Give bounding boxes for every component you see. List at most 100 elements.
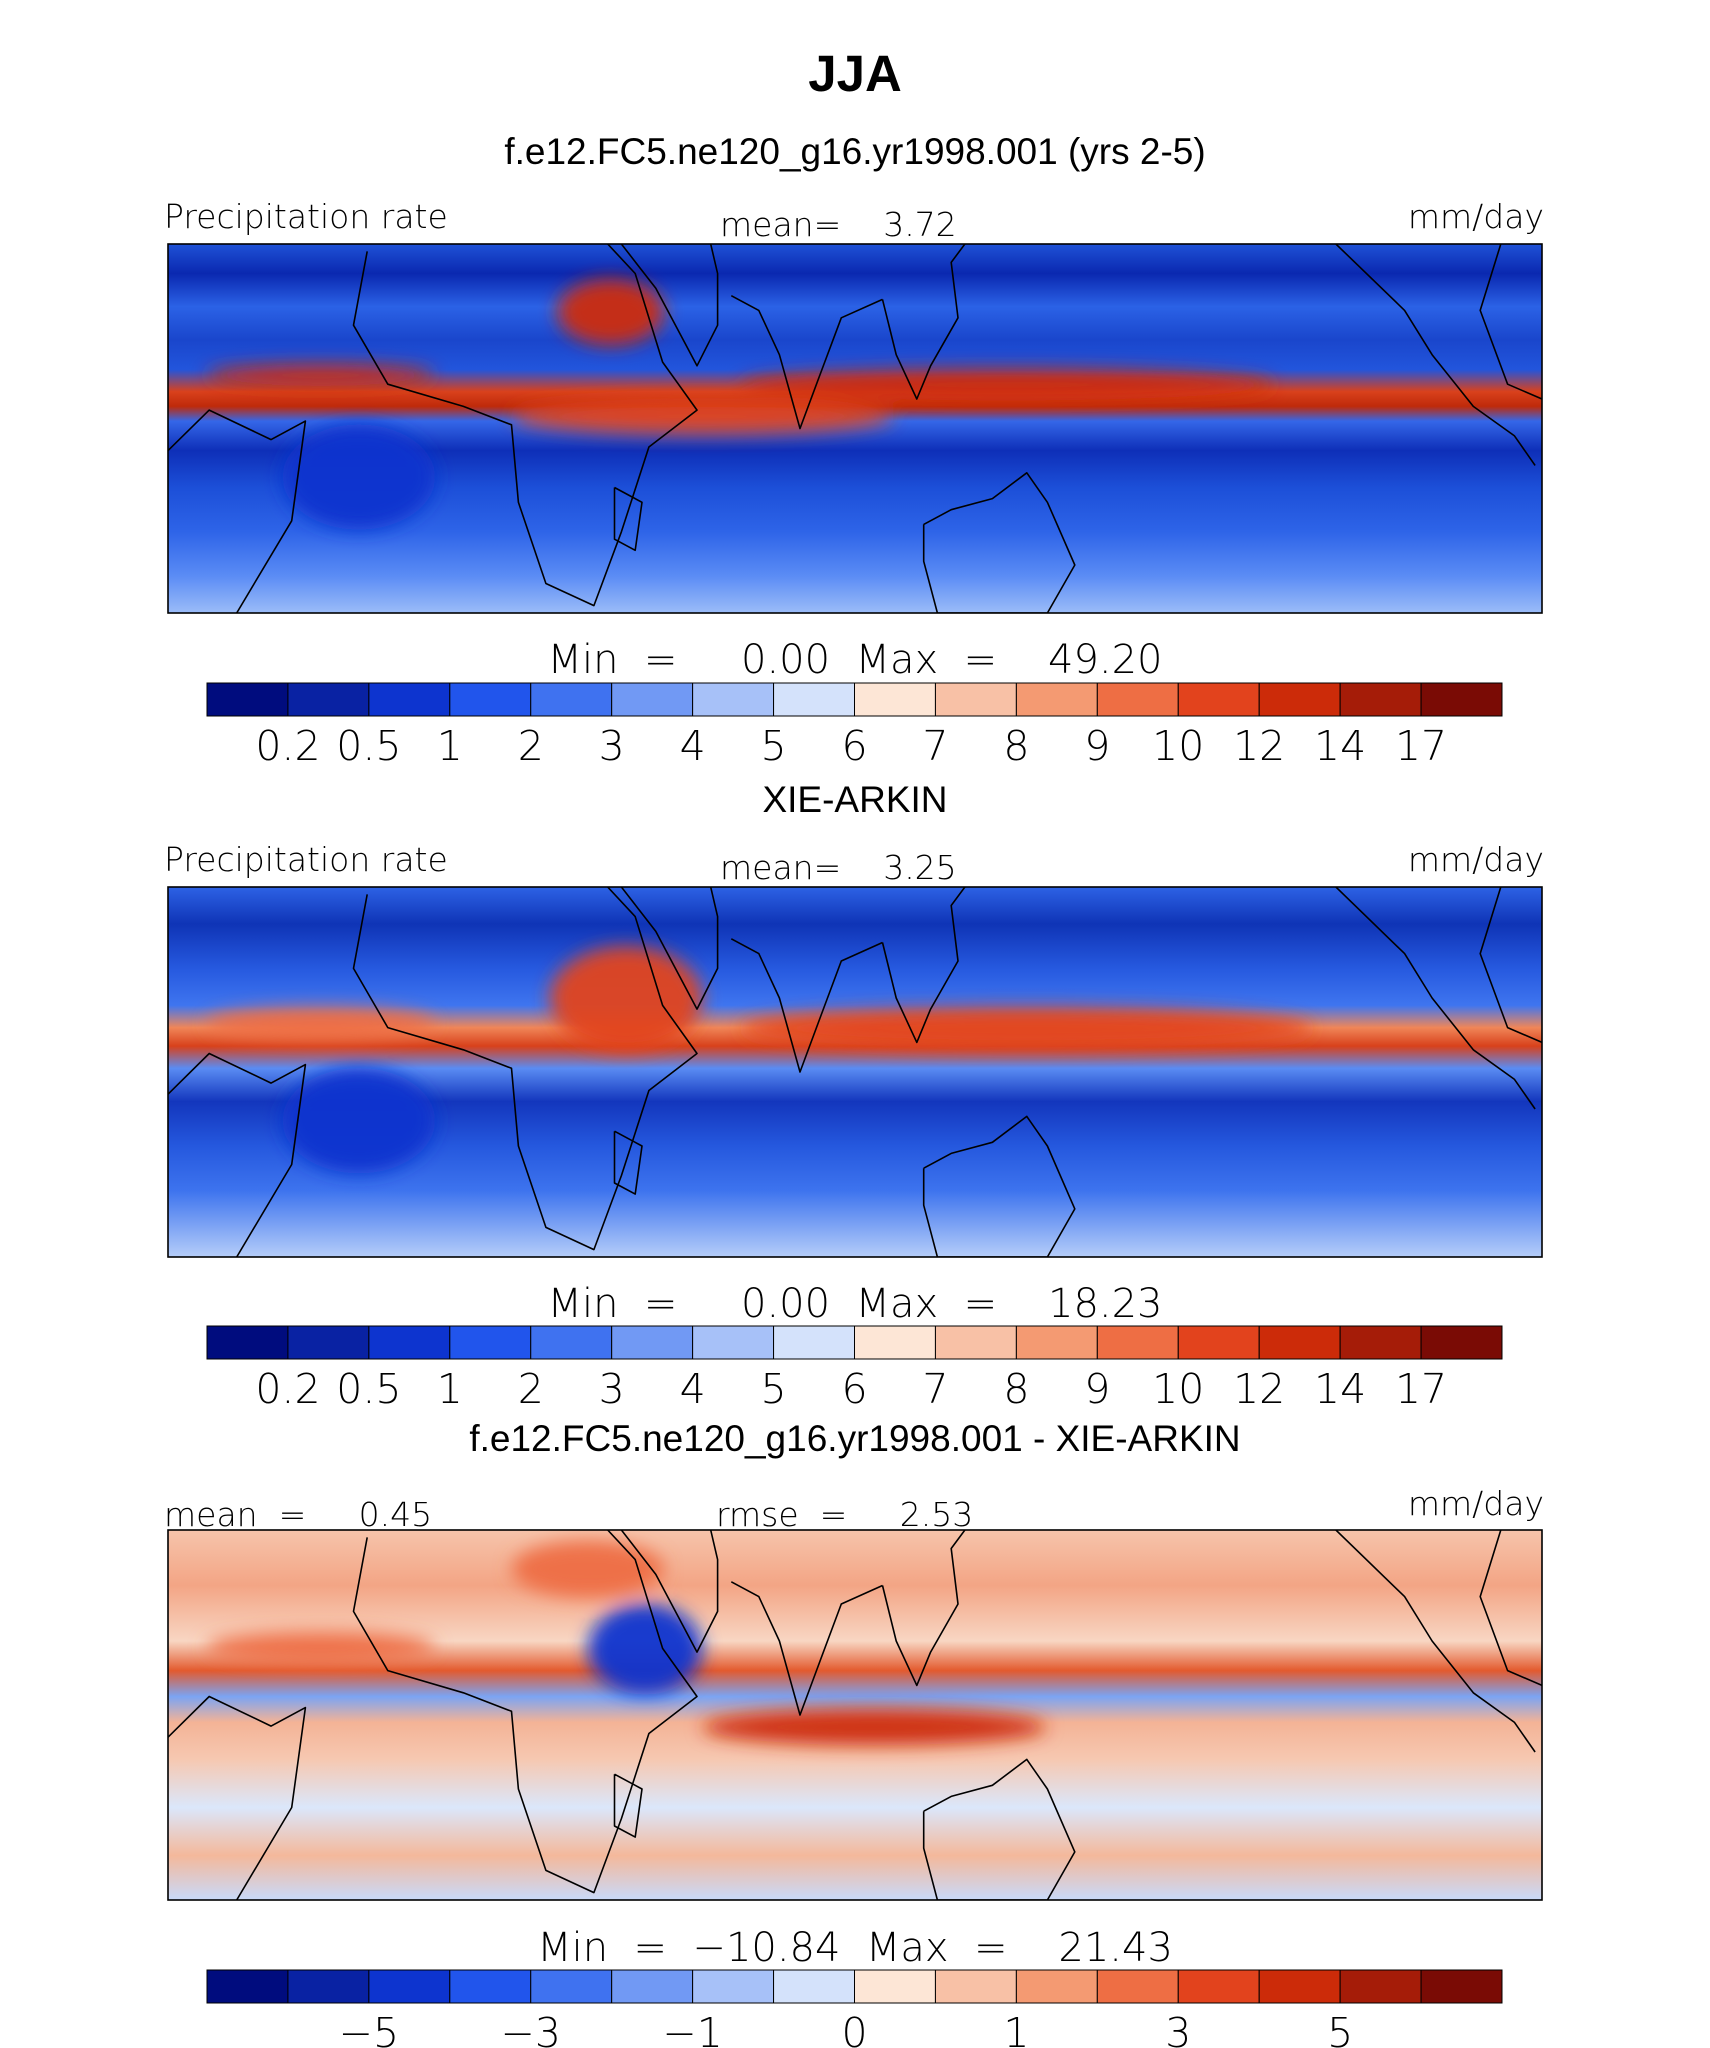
panel-1-colorbar-box — [1420, 682, 1503, 717]
panel-2-colorbar-tick: 1 — [437, 1365, 463, 1413]
panel-3-colorbar-tick: 5 — [1327, 2009, 1353, 2048]
panel-1-colorbar-box — [773, 682, 855, 717]
panel-1-left-label: Precipitation rate — [164, 197, 448, 236]
panel-1-colorbar-box — [530, 682, 613, 717]
panel-1-center-label: mean= 3.72 — [720, 205, 957, 244]
precip-feature — [587, 1603, 703, 1695]
panel-3-colorbar-box — [692, 1969, 775, 2004]
panel-3-colorbar-tick: −5 — [339, 2009, 399, 2048]
panel-1-colorbar: 0.2 0.5 1 2 3 4 5 6 7 8 9 10 12 14 17 — [206, 682, 1503, 770]
panel-3-frame — [167, 1529, 1543, 1901]
panel-1-coastlines — [168, 244, 1542, 613]
coastline — [730, 294, 883, 430]
panel-3-colorbar-tick: −3 — [501, 2009, 561, 2048]
precip-feature — [702, 1709, 1046, 1746]
panel-1-colorbar-tick: 1 — [437, 722, 463, 770]
panel-1-units: mm/day — [1408, 197, 1544, 236]
panel-1-colorbar-box — [1339, 682, 1422, 717]
panel-3-colorbar-box — [934, 1969, 1017, 2004]
panel-2-colorbar-tick: 3 — [599, 1365, 625, 1413]
panel-2-colorbar-tick: 6 — [841, 1365, 867, 1413]
panel-1-colorbar-tick: 10 — [1152, 722, 1204, 770]
panel-1-colorbar-tick: 6 — [841, 722, 867, 770]
panel-3-colorbar-tick: 0 — [841, 2009, 867, 2048]
panel-2-colorbar-box — [692, 1325, 775, 1360]
precip-feature — [557, 278, 665, 346]
panel-1-colorbar-box — [1096, 682, 1179, 717]
panel-3-map — [168, 1530, 1542, 1900]
panel-2-colorbar-box — [206, 1325, 289, 1360]
coastline — [730, 938, 883, 1073]
panel-1-colorbar-tick: 9 — [1084, 722, 1110, 770]
panel-1-colorbar-tick: 8 — [1003, 722, 1029, 770]
coastline — [352, 887, 698, 1251]
panel-1-colorbar-tick: 7 — [922, 722, 948, 770]
panel-2-minmax: Min = 0.00 Max = 18.23 — [548, 1281, 1163, 1327]
panel-1-colorbar-box — [1258, 682, 1341, 717]
panel-3-colorbar: −5 −3 −1 0 1 3 5 — [206, 1969, 1503, 2048]
panel-2-colorbar-box — [854, 1325, 936, 1360]
panel-2-colorbar-box — [611, 1325, 694, 1360]
panel-1-colorbar-box — [449, 682, 532, 717]
panel-1-minmax: Min = 0.00 Max = 49.20 — [548, 637, 1163, 683]
panel-2-colorbar-tick: 14 — [1314, 1365, 1366, 1413]
panel-1-colorbar-tick: 0.2 — [255, 722, 320, 770]
coastline — [1335, 887, 1536, 1110]
panel-2-colorbar-box — [1096, 1325, 1179, 1360]
coastline — [1479, 244, 1542, 400]
panel-3-rmse-label: rmse = 2.53 — [716, 1495, 973, 1534]
panel-2-center-label: mean= 3.25 — [720, 848, 957, 887]
panel-2-colorbar-box — [773, 1325, 855, 1360]
panel-1-subtitle: f.e12.FC5.ne120_g16.yr1998.001 (yrs 2-5) — [504, 131, 1205, 172]
coastline — [613, 486, 643, 552]
panel-1-colorbar-box — [692, 682, 775, 717]
panel-2-coastlines — [168, 887, 1542, 1257]
panel-3-colorbar-box — [1339, 1969, 1422, 2004]
panel-3-colorbar-tick: −1 — [662, 2009, 722, 2048]
panel-2-colorbar-box — [368, 1325, 451, 1360]
coastline — [881, 244, 966, 400]
precip-feature — [511, 398, 894, 435]
panel-2-left-label: Precipitation rate — [164, 840, 448, 879]
panel-1-colorbar-box — [1177, 682, 1260, 717]
panel-2-colorbar-box — [1339, 1325, 1422, 1360]
precip-feature — [549, 946, 703, 1052]
panel-3-colorbar-box — [449, 1969, 532, 2004]
coastline — [922, 1758, 1076, 1900]
panel-2-colorbar: 0.2 0.5 1 2 3 4 5 6 7 8 9 10 12 14 17 — [206, 1325, 1503, 1413]
panel-3-colorbar-box — [1015, 1969, 1098, 2004]
panel-2-colorbar-box — [1015, 1325, 1098, 1360]
panel-3-colorbar-box — [1420, 1969, 1503, 2004]
panel-1-colorbar-box — [1015, 682, 1098, 717]
panel-3-colorbar-box — [611, 1969, 694, 2004]
panel-2-colorbar-tick: 17 — [1395, 1365, 1447, 1413]
panel-3-units: mm/day — [1408, 1484, 1544, 1523]
coastline — [881, 887, 966, 1044]
precip-feature — [740, 1007, 1313, 1049]
panel-1-map — [15, 244, 1542, 613]
panel-1-colorbar-tick: 3 — [599, 722, 625, 770]
coastline — [352, 244, 698, 607]
panel-2-colorbar-tick: 8 — [1003, 1365, 1029, 1413]
panel-2-colorbar-tick: 5 — [761, 1365, 787, 1413]
coastline — [730, 1581, 883, 1716]
panel-1-colorbar-tick: 4 — [680, 722, 706, 770]
precip-feature — [206, 364, 436, 386]
panel-2-colorbar-box — [934, 1325, 1017, 1360]
panel-1-colorbar-box — [287, 682, 370, 717]
panel-2-colorbar-box — [530, 1325, 613, 1360]
panel-3-colorbar-box — [773, 1969, 855, 2004]
panel-1-colorbar-tick: 0.5 — [336, 722, 401, 770]
panel-3-colorbar-box — [1177, 1969, 1260, 2004]
panel-2-colorbar-box — [287, 1325, 370, 1360]
coastline — [922, 472, 1076, 613]
panel-3-minmax: Min = −10.84 Max = 21.43 — [537, 1925, 1173, 1971]
panel-2-colorbar-tick: 0.2 — [255, 1365, 320, 1413]
panel-2-colorbar-tick: 0.5 — [336, 1365, 401, 1413]
coastline — [613, 1773, 643, 1838]
precip-feature — [15, 400, 91, 481]
panel-1-colorbar-tick: 5 — [761, 722, 787, 770]
panel-1-colorbar-tick: 17 — [1395, 722, 1447, 770]
panel-2-colorbar-tick: 9 — [1084, 1365, 1110, 1413]
